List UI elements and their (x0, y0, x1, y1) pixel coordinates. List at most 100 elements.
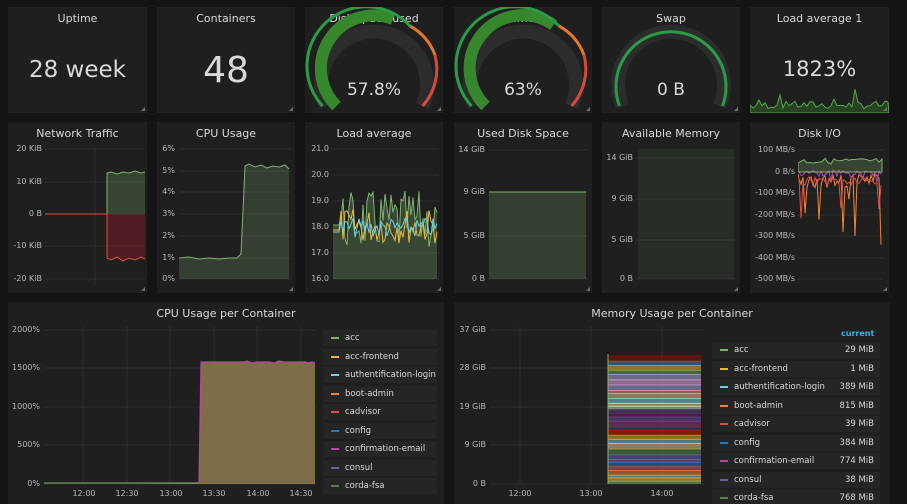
y-tick: 1500% (12, 363, 40, 372)
resize-handle[interactable] (734, 107, 738, 111)
y-tick: 1% (162, 253, 175, 262)
x-tick: 12:00 (72, 489, 96, 498)
network-rx-area (45, 171, 145, 214)
disk-space-panel[interactable]: Disk space used 57.8% (305, 7, 443, 113)
uptime-panel[interactable]: Uptime 28 week (8, 7, 147, 113)
load-sparkline-line (750, 89, 889, 113)
resize-handle[interactable] (289, 107, 293, 111)
y-tick: 20.0 (311, 170, 329, 179)
memory-stack-band (608, 481, 701, 484)
swap-panel[interactable]: Swap 0 B (602, 7, 740, 113)
resize-handle[interactable] (141, 287, 145, 291)
cpu-container-legend: acc acc-frontend authentification-login boo… (323, 330, 437, 500)
legend-item-acc[interactable]: acc 29 MiB (712, 342, 880, 358)
y-tick: 100 MB/s (757, 145, 795, 154)
y-tick: 0% (162, 274, 175, 283)
resize-handle[interactable] (586, 287, 590, 291)
legend-item-authentification-login[interactable]: authentification-login (323, 367, 437, 383)
y-tick: 19.0 (311, 196, 329, 205)
swap-value: 0 B (657, 80, 685, 100)
legend-swatch (720, 349, 728, 351)
legend-item-config[interactable]: config 384 MiB (712, 434, 880, 451)
legend-item-confirmation-email[interactable]: confirmation-email (323, 441, 437, 457)
y-tick: -400 MB/s (755, 253, 795, 262)
network-rx-line (45, 170, 145, 215)
legend-swatch (331, 411, 339, 413)
x-tick: 14:00 (246, 489, 270, 498)
y-tick: 9 GiB (463, 187, 485, 196)
resize-handle[interactable] (141, 107, 145, 111)
legend-label: acc-frontend (345, 351, 399, 362)
resize-handle[interactable] (883, 287, 887, 291)
resize-handle[interactable] (437, 107, 441, 111)
memory-per-container-title: Memory Usage per Container (591, 307, 753, 320)
legend-item-corda-fsa[interactable]: corda-fsa 768 MiB (712, 490, 880, 504)
y-tick: 0 B (472, 479, 486, 488)
legend-item-consul[interactable]: consul (323, 459, 437, 476)
legend-item-confirmation-email[interactable]: confirmation-email 774 MiB (712, 453, 880, 469)
y-tick: 5 GiB (611, 235, 633, 244)
swap-gauge-threshold-ok (614, 30, 728, 107)
legend-current-header[interactable]: current (841, 329, 875, 338)
y-tick: 0 B (471, 274, 485, 283)
legend-item-consul[interactable]: consul 38 MiB (712, 471, 880, 488)
load-1m-line (333, 190, 438, 247)
legend-swatch (720, 478, 728, 481)
memory-stack-band (608, 413, 701, 417)
y-tick: 5% (162, 166, 175, 175)
cpu-usage-per-container-panel[interactable]: CPU Usage per Container 2000% 1500% 1000… (8, 302, 444, 504)
resize-handle[interactable] (586, 107, 590, 111)
y-tick: 14 GiB (606, 153, 633, 162)
y-tick: 0 B/s (775, 167, 795, 176)
legend-label: confirmation-email (345, 444, 426, 454)
legend-item-authentification-login[interactable]: authentification-login 389 MiB (712, 379, 880, 395)
memory-gauge-threshold (570, 54, 588, 108)
legend-item-acc-frontend[interactable]: acc-frontend (323, 348, 437, 365)
load-1m-area (333, 191, 437, 279)
available-memory-panel[interactable]: Available Memory 14 GiB 9 GiB 5 GiB 0 B (602, 122, 740, 293)
memory-panel[interactable]: Memory 63% (454, 7, 592, 113)
memory-stack-band (608, 454, 701, 460)
legend-swatch (720, 460, 728, 462)
disk-space-value: 57.8% (346, 80, 401, 100)
legend-item-corda-fsa[interactable]: corda-fsa (323, 478, 437, 494)
y-tick: 9 GiB (611, 194, 633, 203)
legend-swatch (331, 355, 339, 358)
used-disk-space-panel[interactable]: Used Disk Space 14 GiB 9 GiB 5 GiB 0 B (454, 122, 592, 293)
legend-label: confirmation-email (734, 456, 815, 466)
legend-item-cadvisor[interactable]: cadvisor 39 MiB (712, 416, 880, 432)
legend-item-boot-admin[interactable]: boot-admin 815 MiB (712, 397, 880, 414)
y-tick: -10 KiB (13, 241, 42, 250)
memory-gauge-threshold-warn (558, 24, 586, 56)
resize-handle[interactable] (289, 287, 293, 291)
containers-panel[interactable]: Containers 48 (157, 7, 295, 113)
memory-per-container-plot (490, 326, 704, 485)
legend-item-boot-admin[interactable]: boot-admin (323, 385, 437, 402)
legend-label: boot-admin (734, 400, 783, 411)
legend-label: authentification-login (345, 370, 436, 380)
memory-usage-per-container-panel[interactable]: Memory Usage per Container 37 GiB 28 GiB… (454, 302, 890, 504)
legend-item-acc-frontend[interactable]: acc-frontend 1 MiB (712, 360, 880, 377)
resize-handle[interactable] (883, 107, 887, 111)
used-disk-space-title: Used Disk Space (477, 127, 569, 140)
memory-stack-band (608, 379, 701, 385)
legend-item-acc[interactable]: acc (323, 330, 437, 346)
swap-gauge (611, 24, 731, 109)
y-tick: 16.0 (311, 274, 329, 283)
disk-io-panel[interactable]: Disk I/O 100 MB/s 0 B/s -100 MB/s -200 M… (750, 122, 889, 293)
load-average-1-panel[interactable]: Load average 1 1823% (750, 7, 889, 113)
cpu-usage-panel[interactable]: CPU Usage 6% 5% 4% 3% 2% 1% 0% (157, 122, 295, 293)
resize-handle[interactable] (734, 287, 738, 291)
cpu-usage-title: CPU Usage (195, 127, 257, 140)
legend-item-cadvisor[interactable]: cadvisor (323, 404, 437, 420)
load-15m-line (333, 217, 438, 238)
network-traffic-panel[interactable]: Network Traffic 20 KiB 10 KiB 0 B -10 Ki… (8, 122, 147, 293)
y-tick: 4% (162, 187, 175, 196)
y-tick: 6% (162, 144, 175, 153)
memory-stack-band (608, 355, 701, 361)
memory-stack-band (608, 435, 701, 440)
resize-handle[interactable] (437, 287, 441, 291)
legend-item-config[interactable]: config (323, 422, 437, 439)
uptime-value: 28 week (28, 57, 126, 83)
load-average-panel[interactable]: Load average 21.0 20.0 19.0 18.0 17.0 16… (305, 122, 443, 293)
